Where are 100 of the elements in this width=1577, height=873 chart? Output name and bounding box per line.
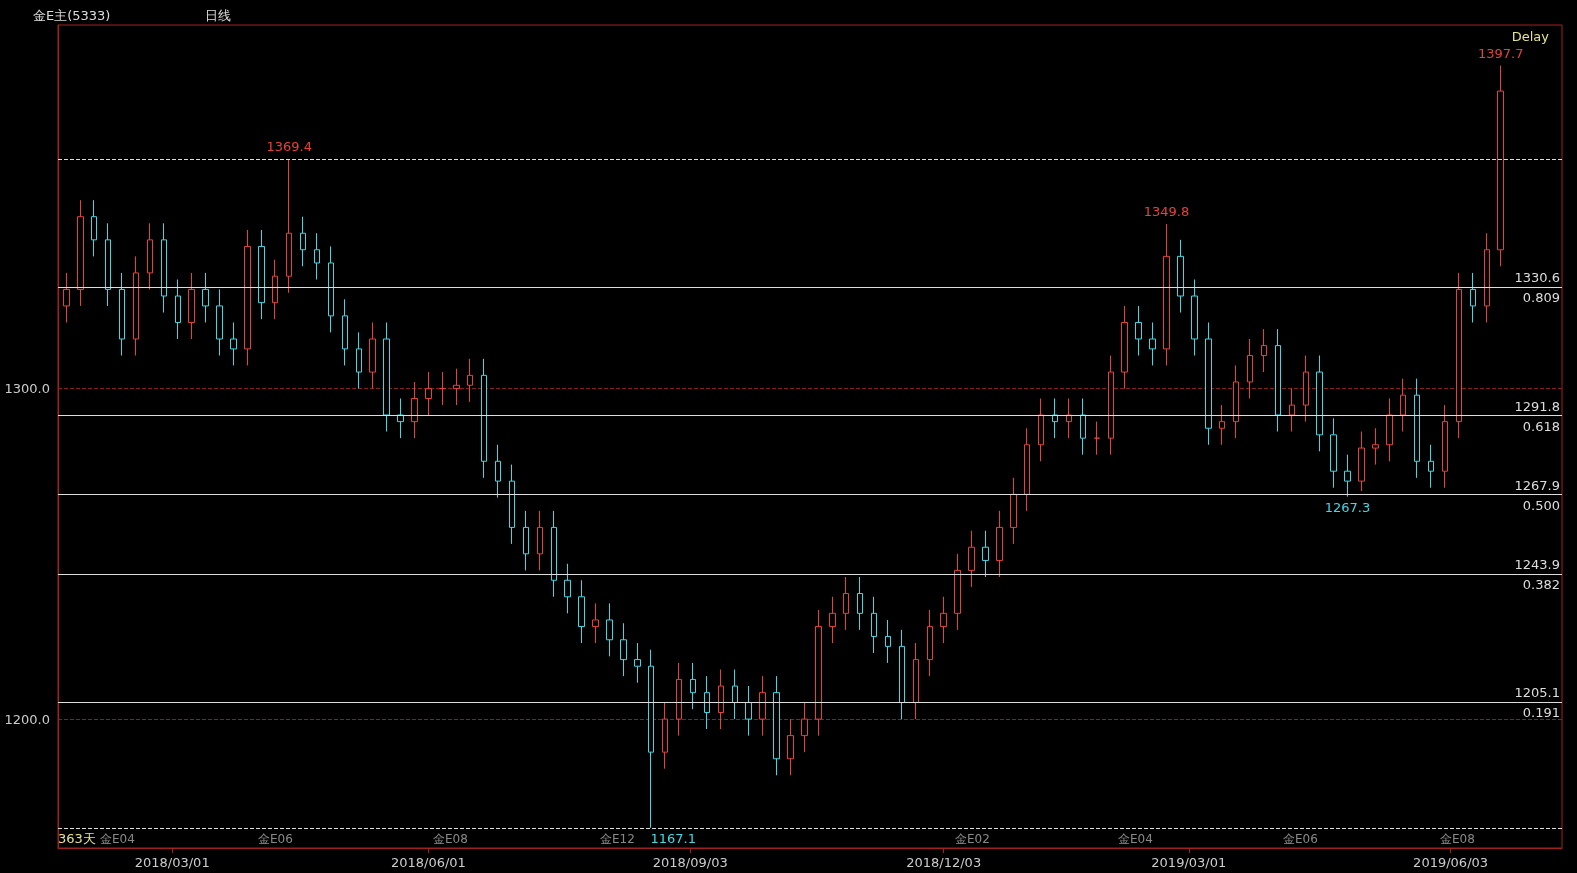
candlestick <box>1428 444 1434 489</box>
ref-line-label: 1330.6 0.809 <box>1514 270 1560 306</box>
candlestick <box>996 510 1003 578</box>
candlestick <box>1358 431 1365 492</box>
candlestick <box>913 642 919 720</box>
candlestick <box>1080 397 1086 456</box>
y-tick-label: 1300.0 <box>4 381 50 397</box>
candlestick <box>1275 328 1281 433</box>
candlestick <box>1149 321 1156 366</box>
ref-line-label: 1267.9 0.500 <box>1514 477 1560 513</box>
annotation: 1167.1 <box>650 830 696 846</box>
candlestick <box>551 510 557 598</box>
candlestick <box>77 199 84 307</box>
candlestick <box>899 629 905 720</box>
x-tick-label: 2018/12/03 <box>906 855 982 870</box>
candlestick <box>202 272 209 323</box>
candlestick <box>481 358 487 479</box>
candlestick <box>356 331 362 390</box>
candlestick <box>63 272 70 323</box>
candlestick <box>564 563 571 614</box>
candlestick <box>161 222 167 314</box>
candlestick <box>690 662 696 710</box>
annotation: 363天 <box>58 831 96 846</box>
candlestick <box>704 675 710 730</box>
candlestick <box>787 718 794 776</box>
candlestick <box>634 642 641 684</box>
candlestick <box>425 371 432 416</box>
annotation: 金E04 <box>100 832 135 846</box>
candlestick <box>773 675 780 776</box>
candlestick <box>91 199 97 257</box>
candlestick <box>188 272 195 340</box>
candlestick <box>982 530 989 578</box>
candlestick <box>592 602 599 644</box>
x-tick-label: 2018/03/01 <box>134 855 210 870</box>
candlestick <box>1303 355 1309 423</box>
y-tick-label: 1200.0 <box>4 711 50 727</box>
candlestick <box>175 279 181 340</box>
candlestick <box>968 530 975 588</box>
annotation: 1397.7 <box>1477 45 1524 61</box>
candlestick <box>272 259 278 320</box>
chart-subtitle: 日线 <box>205 8 231 23</box>
candlestick <box>1456 272 1462 439</box>
annotation: 金E08 <box>1440 832 1475 846</box>
candlestick <box>676 662 682 737</box>
candlestick <box>1484 232 1490 323</box>
candlestick <box>467 358 473 403</box>
candlestick <box>244 229 251 366</box>
candlestick <box>662 702 668 770</box>
candlestick <box>1261 328 1267 373</box>
candlestick <box>383 321 390 433</box>
candlestick <box>1330 417 1337 489</box>
x-tick-label: 2018/06/01 <box>390 855 466 870</box>
candlestick <box>216 288 223 357</box>
candlestick <box>1191 279 1198 357</box>
candlestick <box>871 596 877 654</box>
candlestick <box>411 381 418 439</box>
candlestick <box>857 576 863 631</box>
candlestick <box>300 216 306 267</box>
candlestick <box>1372 427 1379 466</box>
candlestick <box>1289 388 1295 433</box>
candlestick <box>369 321 376 390</box>
candlestick <box>1163 223 1170 366</box>
candlestick <box>105 222 111 307</box>
annotation: 金E08 <box>433 832 468 846</box>
candlestick <box>927 609 933 677</box>
candlestick <box>1442 404 1448 489</box>
chart-title: 金E主(5333) <box>33 8 111 23</box>
candlestick <box>439 371 446 406</box>
candlestick <box>342 298 348 366</box>
x-tick-label: 2018/09/03 <box>652 855 728 870</box>
candlestick <box>1010 477 1017 545</box>
candlestick <box>230 321 237 366</box>
candlestick <box>258 229 265 320</box>
candlestick <box>1121 305 1128 390</box>
annotation: 金E06 <box>258 832 293 846</box>
candlestick <box>397 397 404 439</box>
x-tick-label: 2019/03/01 <box>1151 855 1227 870</box>
candlestick <box>1024 427 1030 512</box>
candlestick <box>1038 397 1044 462</box>
annotation: 金E12 <box>600 832 635 846</box>
candlestick <box>1108 355 1114 456</box>
candlestick <box>843 576 849 631</box>
candlestick <box>1066 397 1072 439</box>
candlestick <box>495 444 501 499</box>
candlestick <box>745 685 752 737</box>
candlestick <box>1316 355 1323 452</box>
candlestick <box>328 245 334 333</box>
candlestick <box>453 368 460 406</box>
candlestick <box>1400 378 1406 433</box>
candlestick <box>801 702 808 753</box>
candlestick <box>1470 272 1476 323</box>
candlestick <box>1177 239 1184 314</box>
candlestick <box>1414 378 1420 479</box>
candlestick <box>606 602 613 657</box>
candlestick <box>815 609 822 737</box>
candlestick <box>620 622 627 677</box>
candlestick <box>1386 397 1393 462</box>
candlestick <box>286 158 292 294</box>
x-tick-label: 2019/06/03 <box>1413 855 1489 870</box>
candlestick <box>537 510 543 571</box>
